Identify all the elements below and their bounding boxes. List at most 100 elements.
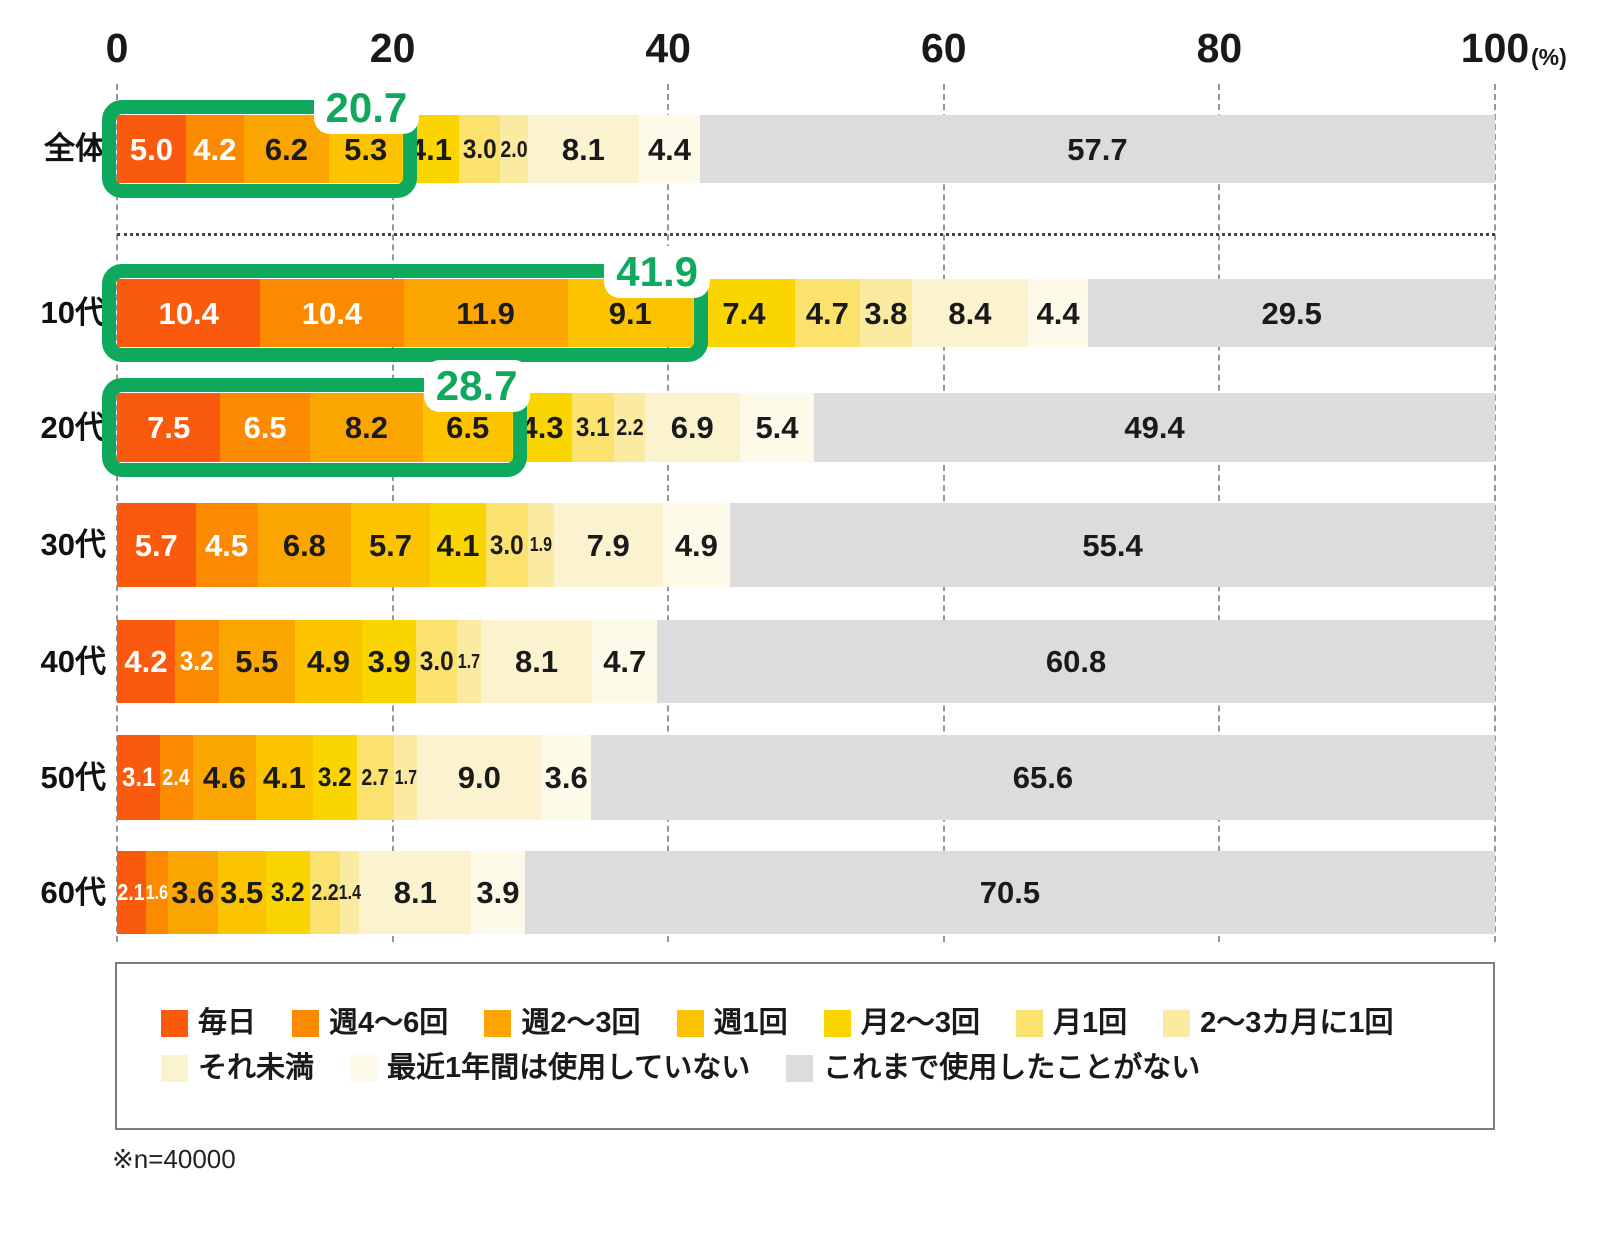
segment-value: 6.9 [670, 410, 714, 445]
row-label-2: 20代 [40, 409, 106, 445]
segment-value: 4.7 [603, 644, 647, 679]
legend-swatch [350, 1055, 378, 1082]
bar-segment: 8.2 [309, 393, 423, 462]
segment-value: 6.5 [446, 410, 490, 445]
legend-item-2: 週2〜3回 [484, 1007, 641, 1039]
bar-segment: 4.9 [662, 503, 731, 587]
segment-value: 5.0 [129, 131, 173, 167]
bar-segment: 4.7 [592, 620, 658, 703]
segment-value: 2.7 [361, 764, 389, 790]
segment-value: 3.0 [419, 646, 454, 676]
legend-label: それ未満 [198, 1052, 315, 1084]
legend: 毎日 週4〜6回 週2〜3回 週1回 月2〜3回 月1回 2〜3カ月に1回 それ未満 最近1年… [115, 962, 1495, 1130]
legend-swatch [676, 1010, 704, 1037]
segment-value: 49.4 [1124, 410, 1185, 445]
segment-value: 3.6 [171, 875, 215, 910]
segment-value: 5.4 [755, 410, 799, 445]
highlight-box-20代 [102, 378, 528, 477]
legend-label: 月1回 [1052, 1007, 1128, 1039]
bar-segment: 1.7 [457, 620, 481, 703]
axis-tick-100: 100 [1460, 25, 1530, 71]
bar-segment: 7.4 [692, 279, 795, 347]
legend-item-1: 週4〜6回 [292, 1009, 448, 1038]
segment-value: 6.8 [282, 527, 326, 563]
row-label-6: 60代 [40, 874, 106, 910]
legend-swatch [292, 1010, 320, 1037]
bar-segment: 4.4 [639, 115, 700, 183]
segment-value: 9.0 [457, 760, 501, 795]
row-label-1: 10代 [40, 295, 106, 330]
segment-value: 4.4 [647, 131, 692, 167]
segment-value: 3.2 [317, 762, 352, 792]
segment-value: 5.3 [344, 131, 388, 167]
segment-value: 2.2 [615, 414, 644, 440]
bar-segment: 8.4 [912, 279, 1028, 347]
legend-swatch [1163, 1010, 1191, 1037]
segment-value: 7.5 [147, 410, 191, 445]
segment-value: 8.2 [344, 410, 388, 445]
legend-swatch [823, 1010, 851, 1037]
segment-value: 8.1 [393, 875, 437, 910]
segment-value: 3.0 [490, 529, 524, 560]
bar-segment: 2.1 [117, 851, 146, 934]
segment-value: 5.7 [368, 527, 413, 563]
legend-item-5: 月1回 [1015, 1007, 1128, 1039]
bar-segment: 3.0 [486, 503, 528, 587]
axis-tick-20: 20 [369, 25, 416, 71]
segment-value: 4.1 [436, 527, 480, 563]
bar-segment: 7.9 [553, 503, 663, 587]
row-label-5: 50代 [40, 759, 106, 795]
legend-label: 週2〜3回 [521, 1007, 641, 1039]
bar-segment: 10.4 [260, 279, 404, 347]
segment-value: 10.4 [158, 295, 219, 331]
bar-segment: 3.9 [362, 620, 416, 703]
bar-row-6: 2.1 1.6 3.6 3.5 3.2 2.2 1.4 8.1 3.9 70.5 [117, 851, 1495, 934]
bar-segment: 3.0 [416, 620, 458, 703]
segment-value: 4.2 [193, 131, 237, 167]
segment-value: 4.9 [674, 527, 718, 563]
segment-value: 3.5 [220, 875, 264, 910]
bar-segment: 55.4 [730, 503, 1495, 587]
segment-value: 1.6 [145, 881, 169, 904]
bar-segment: 2.4 [159, 735, 193, 820]
axis-unit-label: (%) [1531, 44, 1567, 70]
bar-segment: 3.2 [312, 735, 357, 820]
legend-swatch [1015, 1010, 1043, 1037]
legend-swatch [161, 1055, 188, 1082]
bar-segment: 5.4 [739, 393, 815, 462]
segment-value: 8.1 [561, 131, 605, 167]
highlight-value-10代: 41.9 [604, 246, 711, 299]
segment-value: 5.7 [134, 527, 178, 563]
legend-item-4: 月2〜3回 [823, 1007, 980, 1039]
bar-segment: 57.7 [699, 115, 1495, 183]
segment-value: 2.4 [162, 764, 190, 790]
bar-segment: 9.0 [417, 735, 542, 820]
segment-value: 4.1 [262, 760, 306, 795]
segment-value: 3.2 [180, 646, 214, 676]
axis-tick-40: 40 [645, 25, 691, 71]
bar-row-1: 10.4 10.4 11.9 9.1 7.4 4.7 3.8 8.4 4.4 29.5 [117, 279, 1495, 347]
bar-segment: 3.2 [174, 620, 219, 703]
bar-segment: 6.2 [243, 115, 330, 183]
legend-item-7: それ未満 [161, 1054, 314, 1083]
segment-value: 1.4 [338, 881, 361, 904]
segment-value: 8.1 [515, 644, 559, 679]
highlight-value-全体: 20.7 [313, 82, 420, 135]
bar-segment: 6.9 [644, 393, 740, 462]
bar-segment: 4.1 [429, 503, 487, 587]
segment-value: 10.4 [301, 295, 363, 331]
legend-swatch [484, 1010, 512, 1037]
bar-segment: 1.6 [146, 851, 168, 934]
bar-row-2: 7.5 6.5 8.2 6.5 4.3 3.1 2.2 6.9 5.4 49.4 [117, 393, 1495, 462]
segment-value: 4.6 [202, 760, 246, 795]
segment-value: 1.7 [394, 766, 417, 789]
segment-value: 7.4 [722, 295, 766, 331]
bar-segment: 3.6 [167, 851, 218, 934]
legend-label: 月2〜3回 [860, 1007, 980, 1039]
segment-value: 3.9 [476, 875, 520, 910]
bar-segment: 6.8 [257, 503, 352, 587]
bar-segment: 49.4 [814, 393, 1495, 462]
bar-segment: 5.5 [218, 620, 295, 703]
bar-segment: 4.1 [256, 735, 313, 820]
bar-segment: 4.7 [794, 279, 860, 347]
